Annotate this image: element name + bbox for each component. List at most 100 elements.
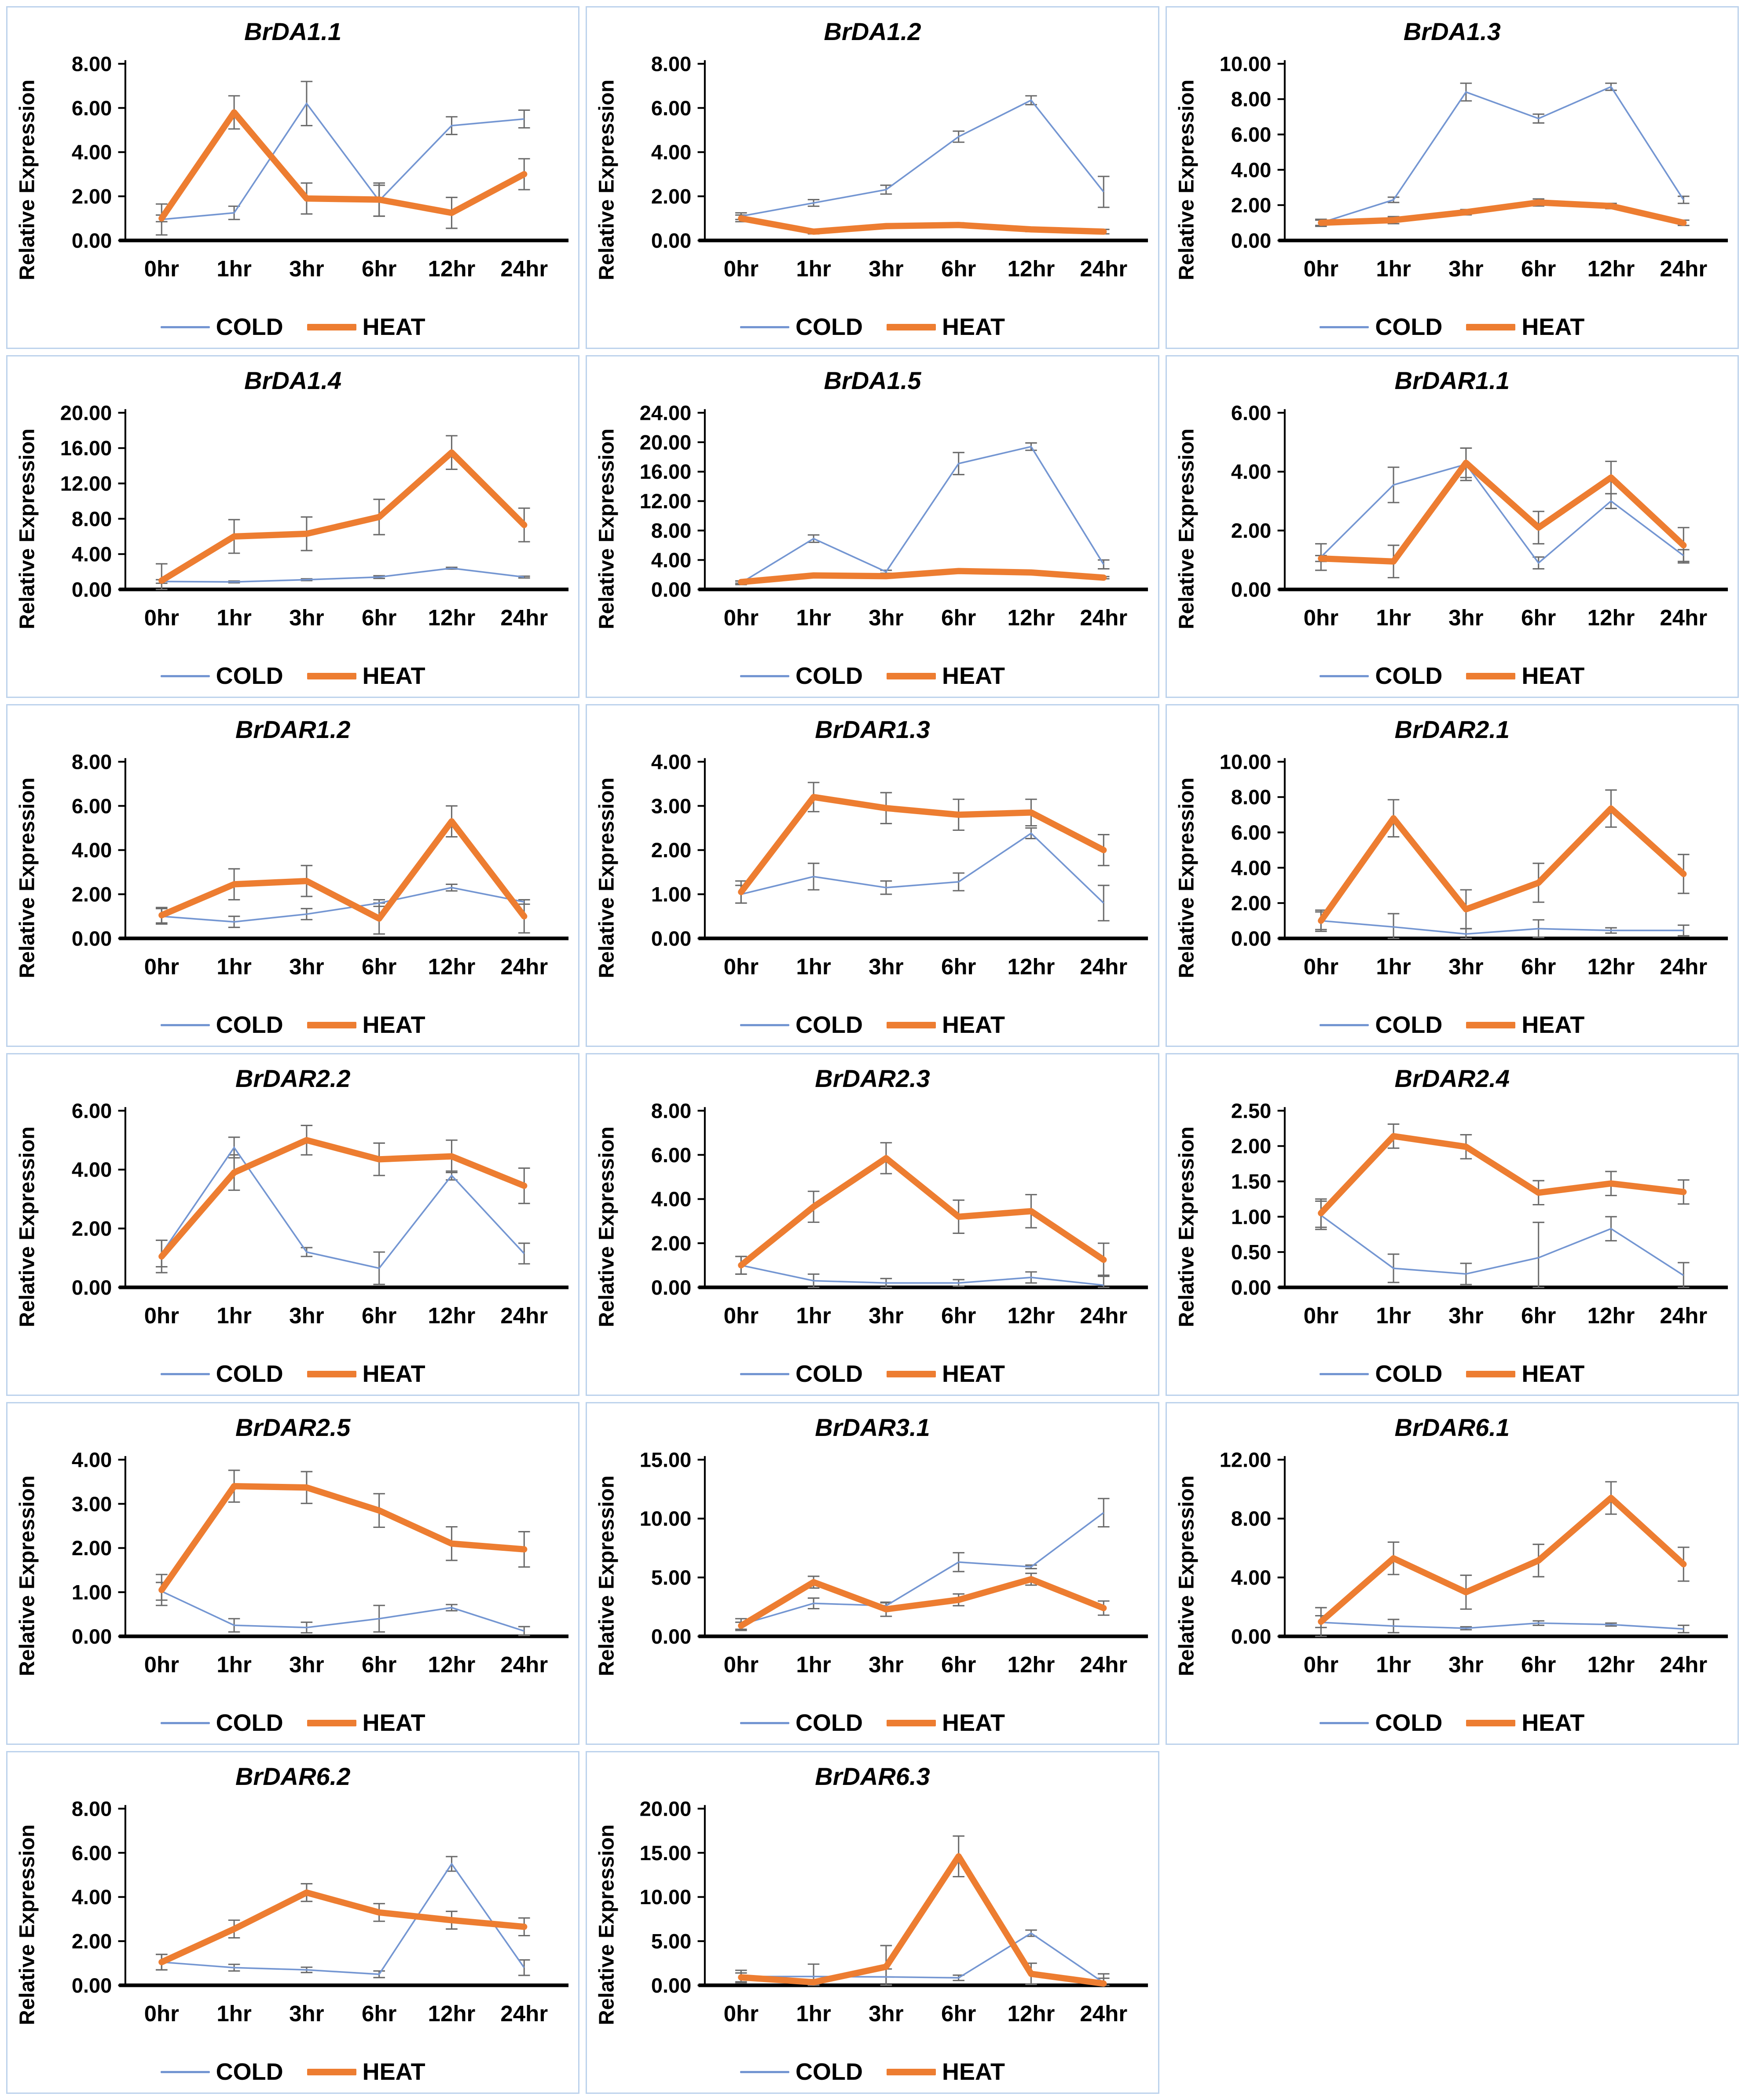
heat-series-line bbox=[1317, 459, 1687, 565]
cold-series-line bbox=[1320, 1621, 1684, 1630]
svg-text:6.00: 6.00 bbox=[1231, 821, 1271, 844]
svg-text:6.00: 6.00 bbox=[1231, 401, 1271, 424]
heat-series-line bbox=[1317, 199, 1687, 226]
svg-text:2.00: 2.00 bbox=[1231, 892, 1271, 915]
svg-text:4.00: 4.00 bbox=[72, 1885, 112, 1909]
chart-body: Relative Expression 0.00 2.00 4.00 6.00 8.00… bbox=[1171, 51, 1733, 308]
legend: COLD HEAT bbox=[12, 1704, 574, 1742]
legend: COLD HEAT bbox=[1171, 1355, 1733, 1393]
svg-text:10.00: 10.00 bbox=[640, 1507, 692, 1530]
axes: 0.00 4.00 8.00 12.00 16.00 20.00 24.00 0hr 1hr 3h… bbox=[640, 401, 1148, 630]
svg-text:0.00: 0.00 bbox=[651, 1974, 691, 1997]
error-bars bbox=[735, 1142, 1110, 1288]
chart-panel: BrDA1.3 Relative Expression 0.00 2.00 4.00… bbox=[1165, 6, 1739, 349]
error-bars bbox=[1315, 789, 1690, 939]
cold-legend-line-icon bbox=[1320, 675, 1369, 677]
plot-area: 0.00 2.00 4.00 6.00 0hr 1hr 3hr 6hr 12hr 24hr bbox=[1231, 401, 1728, 630]
cold-series-line bbox=[741, 1512, 1104, 1626]
svg-text:1hr: 1hr bbox=[216, 1303, 252, 1328]
svg-text:3hr: 3hr bbox=[1448, 954, 1484, 979]
chart-title: BrDAR2.3 bbox=[815, 1065, 930, 1092]
svg-text:10.00: 10.00 bbox=[1219, 52, 1271, 75]
heat-legend-label: HEAT bbox=[1521, 663, 1585, 689]
svg-text:24hr: 24hr bbox=[1080, 256, 1128, 281]
cold-legend-label: COLD bbox=[796, 1012, 863, 1038]
svg-text:15.00: 15.00 bbox=[640, 1448, 692, 1471]
cold-legend-label: COLD bbox=[216, 1012, 283, 1038]
chart-panel: BrDAR2.4 Relative Expression 0.00 0.50 1.0… bbox=[1165, 1053, 1739, 1396]
chart-panel: BrDAR2.5 Relative Expression 0.00 1.00 2.0… bbox=[6, 1402, 580, 1745]
svg-text:0.00: 0.00 bbox=[651, 578, 691, 601]
svg-text:0.00: 0.00 bbox=[1231, 578, 1271, 601]
svg-text:5.00: 5.00 bbox=[651, 1929, 691, 1953]
svg-text:3hr: 3hr bbox=[869, 954, 904, 979]
heat-legend-label: HEAT bbox=[942, 663, 1005, 689]
legend: COLD HEAT bbox=[591, 308, 1153, 346]
svg-text:1hr: 1hr bbox=[1376, 256, 1411, 281]
svg-text:0.00: 0.00 bbox=[1231, 927, 1271, 950]
cold-legend-line-icon bbox=[740, 675, 789, 677]
error-bars bbox=[735, 442, 1110, 586]
y-axis-label: Relative Expression bbox=[15, 1824, 39, 2025]
svg-text:0.00: 0.00 bbox=[651, 927, 691, 950]
svg-text:8.00: 8.00 bbox=[651, 1099, 691, 1122]
svg-text:12hr: 12hr bbox=[1587, 954, 1635, 979]
cold-legend-line-icon bbox=[160, 1722, 210, 1724]
svg-text:8.00: 8.00 bbox=[72, 1797, 112, 1820]
plot-area: 0.00 2.00 4.00 6.00 8.00 0hr 1hr 3hr 6hr 12hr 24hr bbox=[651, 52, 1148, 281]
svg-text:0hr: 0hr bbox=[144, 1652, 180, 1677]
chart-body: Relative Expression 0.00 2.00 4.00 6.00 8.00… bbox=[12, 1796, 574, 2053]
heat-series-line bbox=[158, 1483, 528, 1593]
svg-text:3hr: 3hr bbox=[1448, 605, 1484, 630]
svg-text:0.00: 0.00 bbox=[1231, 229, 1271, 252]
svg-text:0hr: 0hr bbox=[1303, 1652, 1338, 1677]
heat-legend-label: HEAT bbox=[942, 314, 1005, 340]
cold-legend-label: COLD bbox=[216, 663, 283, 689]
svg-text:2.00: 2.00 bbox=[72, 1929, 112, 1953]
heat-series-line bbox=[158, 109, 528, 222]
svg-text:8.00: 8.00 bbox=[1231, 1507, 1271, 1530]
plot-area: 0.00 4.00 8.00 12.00 16.00 20.00 0hr 1hr 3hr 6hr 1… bbox=[60, 401, 569, 630]
svg-text:24hr: 24hr bbox=[500, 605, 548, 630]
svg-text:3hr: 3hr bbox=[289, 954, 324, 979]
plot-area: 0.00 5.00 10.00 15.00 20.00 0hr 1hr 3hr 6hr 12hr 2… bbox=[640, 1797, 1148, 2026]
heat-series-line bbox=[738, 794, 1107, 896]
svg-text:1hr: 1hr bbox=[216, 2001, 252, 2026]
svg-text:6hr: 6hr bbox=[1521, 256, 1556, 281]
svg-text:20.00: 20.00 bbox=[60, 401, 112, 424]
svg-text:6hr: 6hr bbox=[1521, 1652, 1556, 1677]
cold-legend-line-icon bbox=[160, 2071, 210, 2073]
heat-series-line bbox=[738, 568, 1107, 585]
heat-legend-line-icon bbox=[307, 1719, 356, 1726]
svg-text:2.00: 2.00 bbox=[72, 882, 112, 906]
chart-title: BrDAR6.3 bbox=[815, 1762, 930, 1790]
svg-text:6hr: 6hr bbox=[362, 1652, 397, 1677]
svg-text:8.00: 8.00 bbox=[1231, 786, 1271, 809]
heat-legend-label: HEAT bbox=[942, 2059, 1005, 2085]
svg-text:6hr: 6hr bbox=[362, 2001, 397, 2026]
svg-text:1hr: 1hr bbox=[796, 1303, 832, 1328]
svg-text:1hr: 1hr bbox=[216, 605, 252, 630]
plot-area: 0.00 1.00 2.00 3.00 4.00 0hr 1hr 3hr 6hr 12hr 24hr bbox=[651, 750, 1148, 979]
chart-body: Relative Expression 0.00 5.00 10.00 15.00 20… bbox=[591, 1796, 1153, 2053]
svg-text:16.00: 16.00 bbox=[640, 460, 692, 483]
heat-legend-line-icon bbox=[1466, 672, 1516, 679]
svg-text:12hr: 12hr bbox=[1008, 954, 1055, 979]
axes: 0.00 1.00 2.00 3.00 4.00 0hr 1hr 3hr 6hr 12hr 24hr bbox=[72, 1448, 569, 1677]
y-axis-label: Relative Expression bbox=[595, 1475, 619, 1676]
svg-text:10.00: 10.00 bbox=[640, 1885, 692, 1909]
svg-text:12hr: 12hr bbox=[428, 954, 476, 979]
heat-legend-label: HEAT bbox=[362, 1361, 425, 1387]
legend: COLD HEAT bbox=[12, 1006, 574, 1044]
axes: 0.00 2.00 4.00 6.00 8.00 0hr 1hr 3hr 6hr 12hr 24hr bbox=[651, 1099, 1148, 1328]
svg-text:3hr: 3hr bbox=[869, 2001, 904, 2026]
svg-text:8.00: 8.00 bbox=[72, 52, 112, 75]
error-bars bbox=[735, 782, 1110, 922]
chart-panel: BrDAR3.1 Relative Expression 0.00 5.00 10.… bbox=[586, 1402, 1159, 1745]
error-bars bbox=[156, 81, 530, 236]
error-bars bbox=[735, 1835, 1110, 1986]
axes: 0.00 2.00 4.00 6.00 8.00 10.00 0hr 1hr 3hr 6hr 12h… bbox=[1219, 52, 1728, 281]
svg-text:0.00: 0.00 bbox=[72, 1276, 112, 1299]
svg-text:12hr: 12hr bbox=[1008, 2001, 1055, 2026]
legend: COLD HEAT bbox=[1171, 1704, 1733, 1742]
